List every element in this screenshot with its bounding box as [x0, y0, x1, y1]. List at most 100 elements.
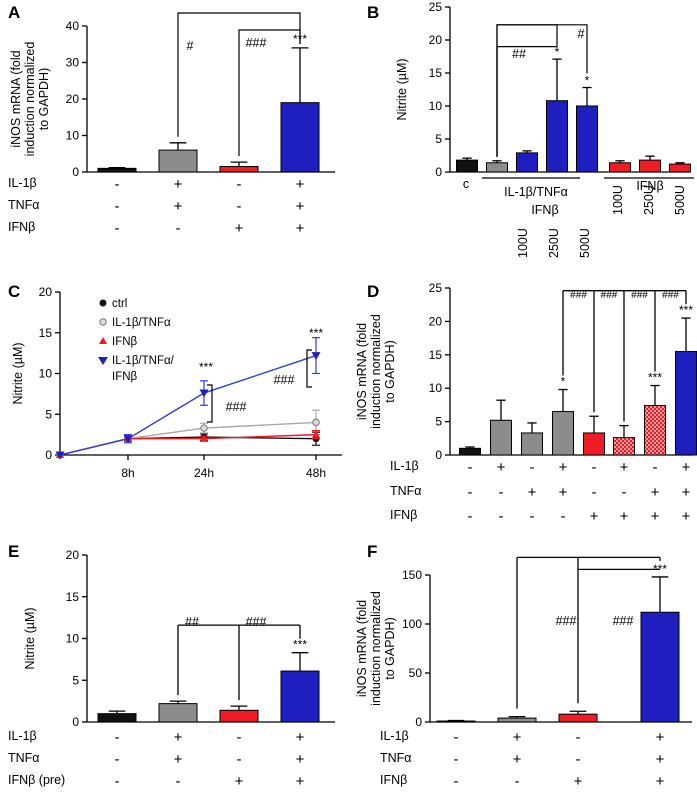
bar	[280, 670, 320, 723]
y-tick-label: 0	[72, 715, 79, 729]
data-point	[200, 424, 208, 432]
x-tick-label: 8h	[121, 466, 134, 480]
x-group-label: IFNβ	[531, 203, 558, 217]
x-label-control: c	[463, 177, 469, 191]
y-tick-label: 0	[415, 715, 422, 729]
condition-sign: +	[296, 198, 305, 215]
bar	[280, 102, 320, 173]
condition-sign: -	[530, 459, 535, 476]
significance-label: ###	[274, 373, 295, 387]
bar	[459, 447, 481, 456]
bar	[219, 709, 259, 723]
dose-label: 100U	[516, 228, 530, 258]
y-axis-label: iNOS mRNA (fold	[9, 50, 23, 147]
significance-stars: *	[561, 375, 566, 389]
y-axis-label: iNOS mRNA (fold	[355, 323, 369, 420]
y-tick-label: 10	[66, 632, 80, 646]
data-point	[312, 430, 320, 438]
bar	[97, 167, 137, 173]
y-tick-label: 15	[429, 66, 443, 80]
significance-stars: ***	[293, 638, 307, 652]
y-tick-label: 5	[72, 673, 79, 687]
y-tick-label: 15	[429, 348, 443, 362]
significance-label: ###	[570, 290, 587, 301]
condition-label: IL-1β	[380, 729, 409, 743]
condition-sign: +	[656, 751, 665, 768]
condition-sign: +	[528, 484, 537, 501]
y-tick-label: 15	[66, 590, 80, 604]
bar	[497, 717, 537, 723]
bar	[639, 159, 661, 173]
condition-sign: +	[620, 508, 629, 525]
bar	[436, 720, 476, 723]
bar	[609, 162, 631, 173]
condition-sign: -	[454, 751, 459, 768]
y-axis-label: induction normalized	[369, 591, 383, 706]
condition-sign: +	[174, 176, 183, 193]
bar	[158, 703, 198, 723]
dose-label: 500U	[578, 228, 592, 258]
condition-sign: -	[499, 484, 504, 501]
condition-sign: +	[656, 773, 665, 790]
significance-label: #	[187, 39, 194, 53]
condition-sign: +	[497, 459, 506, 476]
significance-stars: *	[585, 74, 590, 88]
condition-sign: +	[296, 729, 305, 746]
panel-label: C	[8, 282, 20, 301]
condition-sign: +	[651, 484, 660, 501]
y-tick-label: 20	[429, 33, 443, 47]
significance-label: ##	[512, 47, 526, 61]
condition-sign: -	[115, 751, 120, 768]
condition-sign: +	[559, 459, 568, 476]
condition-sign: +	[174, 729, 183, 746]
legend-label: IL-1β/TNFα/	[112, 355, 175, 367]
condition-sign: +	[682, 459, 691, 476]
condition-sign: -	[115, 176, 120, 193]
data-point	[55, 451, 65, 460]
condition-sign: -	[176, 773, 181, 790]
bar	[576, 105, 598, 173]
y-tick-label: 25	[429, 281, 443, 295]
dose-label: 250U	[642, 185, 656, 215]
condition-sign: +	[620, 459, 629, 476]
condition-sign: +	[296, 773, 305, 790]
x-tick-label: 24h	[194, 466, 214, 480]
significance-stars: ***	[653, 562, 667, 576]
significance-stars: ***	[309, 326, 323, 340]
condition-sign: +	[513, 751, 522, 768]
condition-sign: +	[590, 508, 599, 525]
bar	[521, 432, 543, 456]
condition-label: IL-1β	[390, 459, 419, 473]
dose-label: 100U	[611, 185, 625, 215]
bar	[640, 611, 680, 723]
condition-sign: +	[235, 773, 244, 790]
y-tick-label: 20	[39, 285, 53, 299]
condition-sign: -	[115, 729, 120, 746]
data-point	[311, 352, 321, 361]
bar	[613, 437, 635, 456]
condition-sign: +	[296, 751, 305, 768]
bar	[546, 100, 568, 173]
y-tick-label: 20	[66, 92, 80, 106]
y-tick-label: 0	[435, 165, 442, 179]
y-tick-label: 50	[409, 666, 423, 680]
significance-label: ###	[601, 290, 618, 301]
condition-label: IFNβ	[380, 773, 407, 787]
legend-label: IFNβ	[112, 371, 138, 383]
condition-label: IL-1β	[8, 729, 37, 743]
legend-label: IFNβ	[112, 336, 138, 348]
significance-label: ###	[246, 36, 267, 50]
data-point	[123, 435, 133, 444]
condition-sign: -	[237, 176, 242, 193]
legend-label: ctrl	[112, 298, 127, 310]
condition-sign: +	[559, 484, 568, 501]
condition-label: IFNβ	[8, 220, 35, 234]
condition-sign: -	[237, 729, 242, 746]
condition-sign: +	[513, 729, 522, 746]
condition-sign: -	[115, 773, 120, 790]
bar	[158, 149, 198, 173]
bar	[516, 152, 538, 173]
bar	[583, 432, 605, 456]
significance-label: ###	[631, 290, 648, 301]
